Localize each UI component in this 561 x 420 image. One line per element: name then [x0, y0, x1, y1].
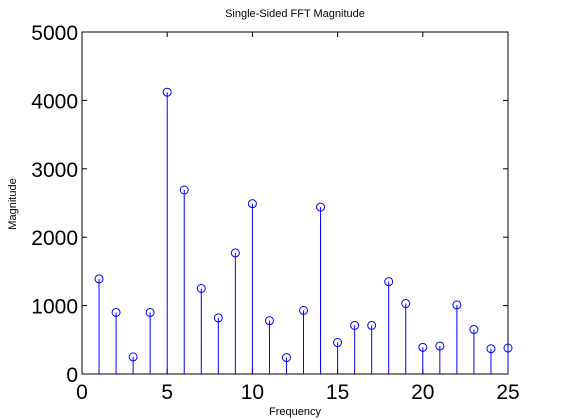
x-tick-label: 25	[496, 381, 519, 404]
stem-marker	[367, 320, 377, 330]
stem-marker	[469, 325, 479, 335]
stem-marker	[230, 248, 240, 258]
stem-marker	[418, 342, 428, 352]
chart-title: Single-Sided FFT Magnitude	[225, 8, 365, 20]
y-tick-label: 3000	[31, 159, 78, 182]
stem-marker	[94, 274, 104, 284]
stem-marker	[401, 299, 411, 309]
stem-marker	[299, 305, 309, 315]
x-tick-label: 20	[411, 381, 434, 404]
axes-box	[81, 31, 509, 375]
y-axis-label: Magnitude	[7, 178, 19, 229]
stem-marker	[384, 277, 394, 287]
plot-area: 0 5 10 15 20 25 0 1000 2000 3000 4000 5000	[31, 22, 519, 404]
x-axis-label: Frequency	[269, 406, 321, 418]
y-tick-label: 0	[66, 364, 78, 387]
stem-marker	[503, 343, 513, 353]
stem-marker	[281, 353, 291, 363]
stem-marker	[264, 316, 274, 326]
x-tick-label: 0	[76, 381, 88, 404]
stem-marker	[213, 313, 223, 323]
stem-marker	[350, 320, 360, 330]
stem-marker	[452, 300, 462, 310]
stem-marker	[196, 284, 206, 293]
stem-marker	[247, 199, 257, 209]
stem-marker	[179, 185, 189, 195]
stem-marker	[128, 352, 138, 362]
y-tick-label: 2000	[31, 227, 78, 250]
stem-marker	[333, 338, 343, 348]
stem-marker	[111, 307, 121, 317]
stem-marker	[162, 87, 172, 97]
x-tick-label: 15	[326, 381, 349, 404]
y-tick-label: 4000	[31, 90, 78, 113]
stem-marker	[435, 341, 445, 351]
stem-marker	[145, 307, 155, 317]
stem-marker	[316, 202, 326, 212]
x-tick-label: 10	[241, 381, 264, 404]
x-tick-label: 5	[161, 381, 173, 404]
stem-marker	[486, 344, 496, 354]
y-tick-label: 1000	[31, 296, 78, 319]
y-tick-label: 5000	[31, 22, 78, 45]
